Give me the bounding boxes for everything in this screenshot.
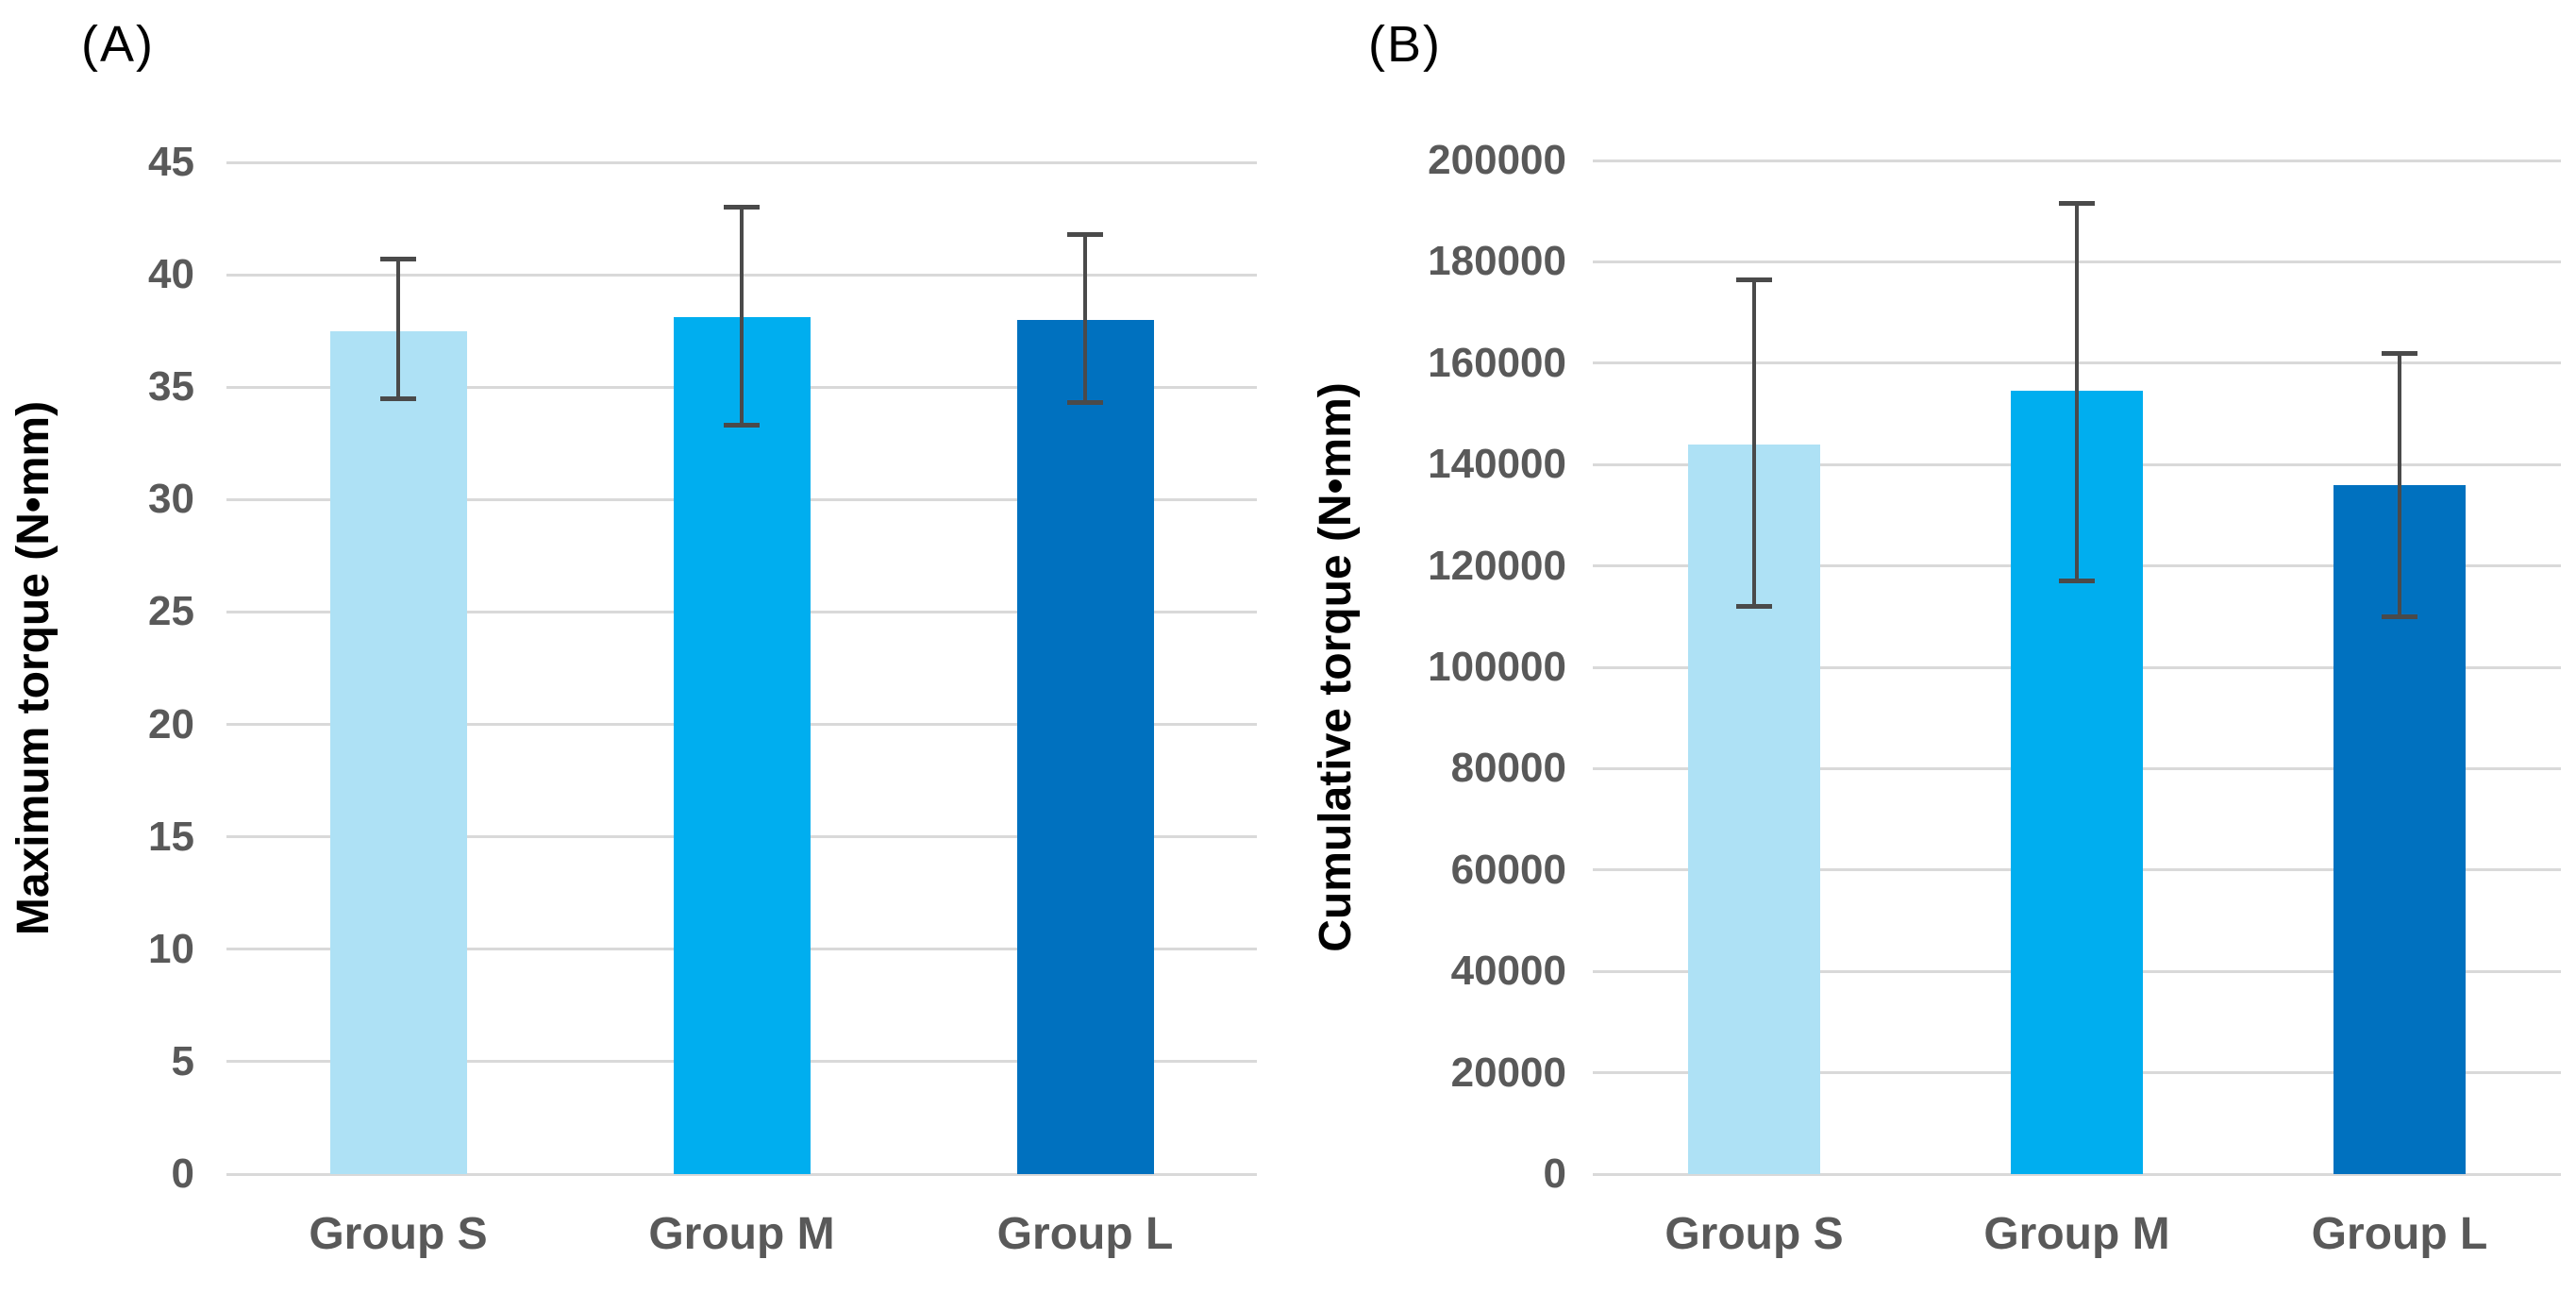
- y-tick-label: 15: [148, 813, 194, 860]
- y-tick-label: 120000: [1428, 542, 1566, 589]
- y-tick-label: 160000: [1428, 339, 1566, 386]
- panel-b-label: (B): [1368, 16, 1442, 73]
- y-tick-label: 30: [148, 476, 194, 523]
- y-tick-label: 0: [171, 1150, 194, 1197]
- y-tick-label: 80000: [1450, 745, 1566, 792]
- x-category-label-group-l: Group L: [996, 1209, 1174, 1259]
- error-bar-cap-bottom: [724, 423, 760, 428]
- error-bar-cap-bottom: [1736, 604, 1772, 610]
- gridline: [1593, 1172, 2561, 1176]
- y-tick-label: 45: [148, 139, 194, 185]
- error-bar-cap-bottom: [380, 395, 416, 401]
- y-tick-label: 0: [1543, 1150, 1566, 1197]
- y-tick-label: 20000: [1450, 1049, 1566, 1096]
- error-bar-cap-bottom: [2382, 613, 2417, 619]
- error-bar-cap-top: [724, 205, 760, 210]
- x-category-label-group-s: Group S: [309, 1209, 488, 1259]
- y-tick-label: 40000: [1450, 948, 1566, 995]
- gridline: [1593, 159, 2561, 162]
- x-category-label-group-l: Group L: [2311, 1209, 2488, 1259]
- y-tick-label: 200000: [1428, 137, 1566, 183]
- error-bar-cap-top: [2382, 350, 2417, 356]
- y-tick-label: 20: [148, 700, 194, 747]
- y-tick-label: 100000: [1428, 644, 1566, 690]
- error-bar-line: [2075, 203, 2079, 581]
- y-tick-label: 140000: [1428, 441, 1566, 488]
- x-category-label-group-s: Group S: [1664, 1209, 1844, 1259]
- error-bar-cap-top: [380, 256, 416, 261]
- y-tick-label: 40: [148, 251, 194, 298]
- error-bar-cap-top: [1067, 231, 1103, 237]
- error-bar-line: [740, 207, 744, 426]
- y-tick-label: 35: [148, 363, 194, 411]
- y-tick-label: 25: [148, 588, 194, 635]
- y-tick-label: 60000: [1450, 846, 1566, 893]
- panel-a-label: (A): [81, 16, 155, 73]
- gridline: [226, 1172, 1257, 1176]
- bar-group-l: [1016, 319, 1154, 1174]
- bar-group-s: [329, 330, 467, 1174]
- x-category-label-group-m: Group M: [648, 1209, 835, 1259]
- error-bar-cap-top: [2059, 201, 2095, 207]
- error-bar-line: [2398, 353, 2401, 617]
- panel-a-y-axis-title: Maximum torque (N•mm): [8, 400, 59, 936]
- error-bar-cap-bottom: [2059, 579, 2095, 584]
- gridline: [226, 160, 1257, 164]
- error-bar-line: [1752, 279, 1756, 607]
- error-bar-line: [396, 259, 400, 399]
- y-tick-label: 5: [171, 1037, 194, 1084]
- error-bar-cap-bottom: [1067, 400, 1103, 406]
- x-category-label-group-m: Group M: [1983, 1209, 2170, 1259]
- bar-group-m: [673, 317, 811, 1174]
- error-bar-cap-top: [1736, 277, 1772, 282]
- y-tick-label: 10: [148, 925, 194, 972]
- error-bar-line: [1083, 234, 1087, 403]
- y-tick-label: 180000: [1428, 238, 1566, 285]
